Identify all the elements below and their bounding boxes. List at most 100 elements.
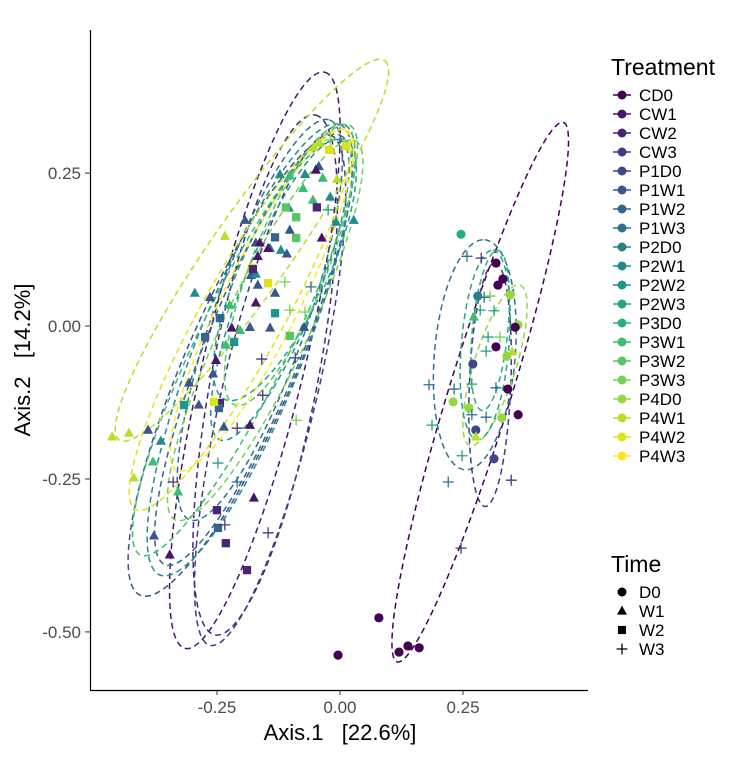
ellipse-p1w1 <box>127 133 353 597</box>
legend-key-dot <box>617 337 627 347</box>
point-p3w1 <box>235 324 246 335</box>
point-cd0 <box>403 641 413 651</box>
point-cw2 <box>212 506 222 515</box>
point-cw3 <box>475 252 487 264</box>
point-p4w1 <box>219 230 230 240</box>
point-p3w2 <box>292 233 301 243</box>
point-p3w3 <box>484 290 496 302</box>
point-cw2 <box>248 265 258 274</box>
point-p1w3 <box>461 250 473 262</box>
ellipse-p4w1 <box>114 58 390 442</box>
point-p4w2 <box>263 279 273 288</box>
legend-key-circle <box>617 587 627 597</box>
ellipse-p1w3 <box>432 239 518 471</box>
x-tick-label: -0.25 <box>198 698 237 717</box>
point-p2w2 <box>230 337 239 347</box>
x-axis-title: Axis.1 [22.6%] <box>264 720 417 745</box>
point-p1d0 <box>468 359 478 369</box>
point-cd0 <box>510 322 520 332</box>
point-cw3 <box>257 389 269 401</box>
point-p3w2 <box>281 203 290 212</box>
point-p2w1 <box>299 168 311 179</box>
point-cw3 <box>231 422 243 434</box>
point-p1w2 <box>270 233 280 242</box>
point-p2w3 <box>482 331 494 343</box>
legend-item-label: P1D0 <box>639 162 682 181</box>
legend-key-triangle <box>617 605 627 615</box>
legend-key-dot <box>617 166 627 176</box>
legend-item-p3w3: P3W3 <box>613 371 685 390</box>
point-cd0 <box>493 280 503 290</box>
y-ticks: 0.25 0.00 -0.25 -0.50 <box>42 164 90 642</box>
point-p2w3 <box>322 204 334 216</box>
point-p4w2 <box>209 397 219 407</box>
point-p3w1 <box>147 456 159 466</box>
legend-key-dot <box>617 242 627 252</box>
point-p3w1 <box>284 170 295 180</box>
legend-item-label: P4D0 <box>639 390 682 409</box>
legend-item-label: P1W3 <box>639 219 685 238</box>
legend-key-dot <box>617 432 627 442</box>
ellipse-p3w3 <box>166 139 364 522</box>
point-cd0 <box>513 410 523 420</box>
legend-item-label: P3W1 <box>639 333 685 352</box>
point-p1w3 <box>448 383 460 395</box>
point-p4w1 <box>107 431 118 441</box>
point-p1w1 <box>269 287 281 297</box>
point-p1w1 <box>252 279 263 289</box>
point-p1w2 <box>215 313 225 323</box>
point-p4d0 <box>497 413 507 423</box>
point-p2w3 <box>488 305 500 317</box>
ellipses-layer <box>114 58 570 663</box>
legend-item-cw3: CW3 <box>613 143 677 162</box>
legend-item-p4w2: P4W2 <box>613 428 685 447</box>
legend-item-label: P3W3 <box>639 371 685 390</box>
legend-treatment: CD0CW1CW2CW3P1D0P1W1P1W2P1W3P2D0P2W1P2W2… <box>613 86 685 466</box>
point-cd0 <box>498 274 508 284</box>
point-p4w1 <box>331 173 343 183</box>
point-cw1 <box>250 297 261 307</box>
ellipse-p3w1 <box>131 123 359 557</box>
legend-item-w2: W2 <box>617 621 665 640</box>
y-axis-title: Axis.2 [14.2%] <box>10 284 35 437</box>
point-p1w1 <box>205 291 216 301</box>
legend-key-dot <box>617 394 627 404</box>
point-p2w1 <box>155 435 166 445</box>
legend-item-label: P4W3 <box>639 447 685 466</box>
point-p2w1 <box>325 191 336 201</box>
legend-item-p3w1: P3W1 <box>613 333 685 352</box>
legend-item-p2w2: P2W2 <box>613 276 685 295</box>
point-p2w1 <box>189 287 200 297</box>
y-tick-label: -0.25 <box>42 470 81 489</box>
legend-item-label: P2W3 <box>639 295 685 314</box>
point-p1w2 <box>201 332 210 342</box>
legend-item-label: P2W1 <box>639 257 685 276</box>
point-cw1 <box>254 237 265 247</box>
point-p2w3 <box>466 378 478 390</box>
legend-item-w3: W3 <box>616 640 665 659</box>
ellipse-cw2 <box>192 114 339 636</box>
legend-key-dot <box>617 185 627 195</box>
ellipse-p4w3 <box>169 128 355 473</box>
point-p1w3 <box>480 411 492 423</box>
point-cd0 <box>491 258 501 268</box>
point-p3w2 <box>285 331 294 340</box>
point-p3w3 <box>290 414 302 426</box>
legend-item-label: CW1 <box>639 105 677 124</box>
legend-item-label: P1W1 <box>639 181 685 200</box>
point-p1w1 <box>183 377 194 387</box>
point-cw3 <box>256 353 268 365</box>
legend-item-d0: D0 <box>617 583 661 602</box>
legend-item-label: W3 <box>639 640 665 659</box>
point-p1w3 <box>442 476 454 488</box>
point-cw1 <box>252 250 263 261</box>
legend-item-label: W2 <box>639 621 665 640</box>
ellipse-p1w3 <box>176 118 344 522</box>
point-cd0 <box>491 342 501 352</box>
point-p3w1 <box>220 339 231 349</box>
point-p1d0 <box>471 425 481 435</box>
point-p1w1 <box>239 214 251 224</box>
point-p4d0 <box>502 351 512 361</box>
legend-key-dot <box>617 299 627 309</box>
point-p1w1 <box>218 421 229 431</box>
